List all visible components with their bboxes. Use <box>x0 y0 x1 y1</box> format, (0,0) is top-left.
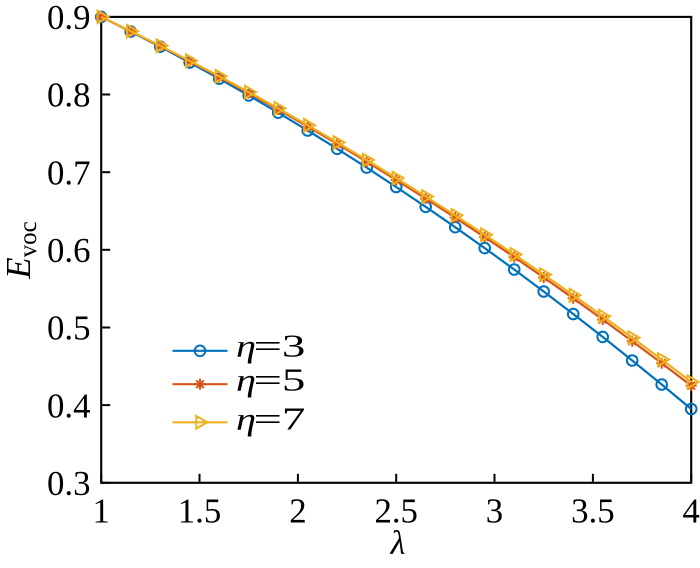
svg-text:5: 5 <box>282 362 306 398</box>
svg-text:0.7: 0.7 <box>47 153 91 192</box>
svg-text:0.5: 0.5 <box>47 309 91 348</box>
svg-text:1: 1 <box>92 492 109 531</box>
svg-text:η: η <box>236 362 256 398</box>
svg-text:3.5: 3.5 <box>571 492 615 531</box>
svg-text:3: 3 <box>282 328 306 364</box>
svg-text:=: = <box>254 362 283 398</box>
svg-text:2.5: 2.5 <box>374 492 418 531</box>
svg-text:7: 7 <box>282 401 306 437</box>
svg-text:4: 4 <box>682 492 699 531</box>
svg-text:0.4: 0.4 <box>47 386 91 425</box>
svg-text:λ: λ <box>390 525 406 562</box>
svg-text:Evoc: Evoc <box>0 221 42 280</box>
svg-text:0.6: 0.6 <box>47 231 91 270</box>
svg-text:0.8: 0.8 <box>47 76 91 115</box>
svg-text:0.9: 0.9 <box>47 0 91 37</box>
svg-text:η: η <box>236 328 256 364</box>
svg-text:=: = <box>254 328 283 364</box>
svg-text:η: η <box>236 401 256 437</box>
svg-text:1.5: 1.5 <box>178 492 222 531</box>
svg-text:3: 3 <box>486 492 503 531</box>
svg-text:=: = <box>254 401 283 437</box>
svg-text:2: 2 <box>289 492 306 531</box>
svg-text:0.3: 0.3 <box>47 464 91 503</box>
